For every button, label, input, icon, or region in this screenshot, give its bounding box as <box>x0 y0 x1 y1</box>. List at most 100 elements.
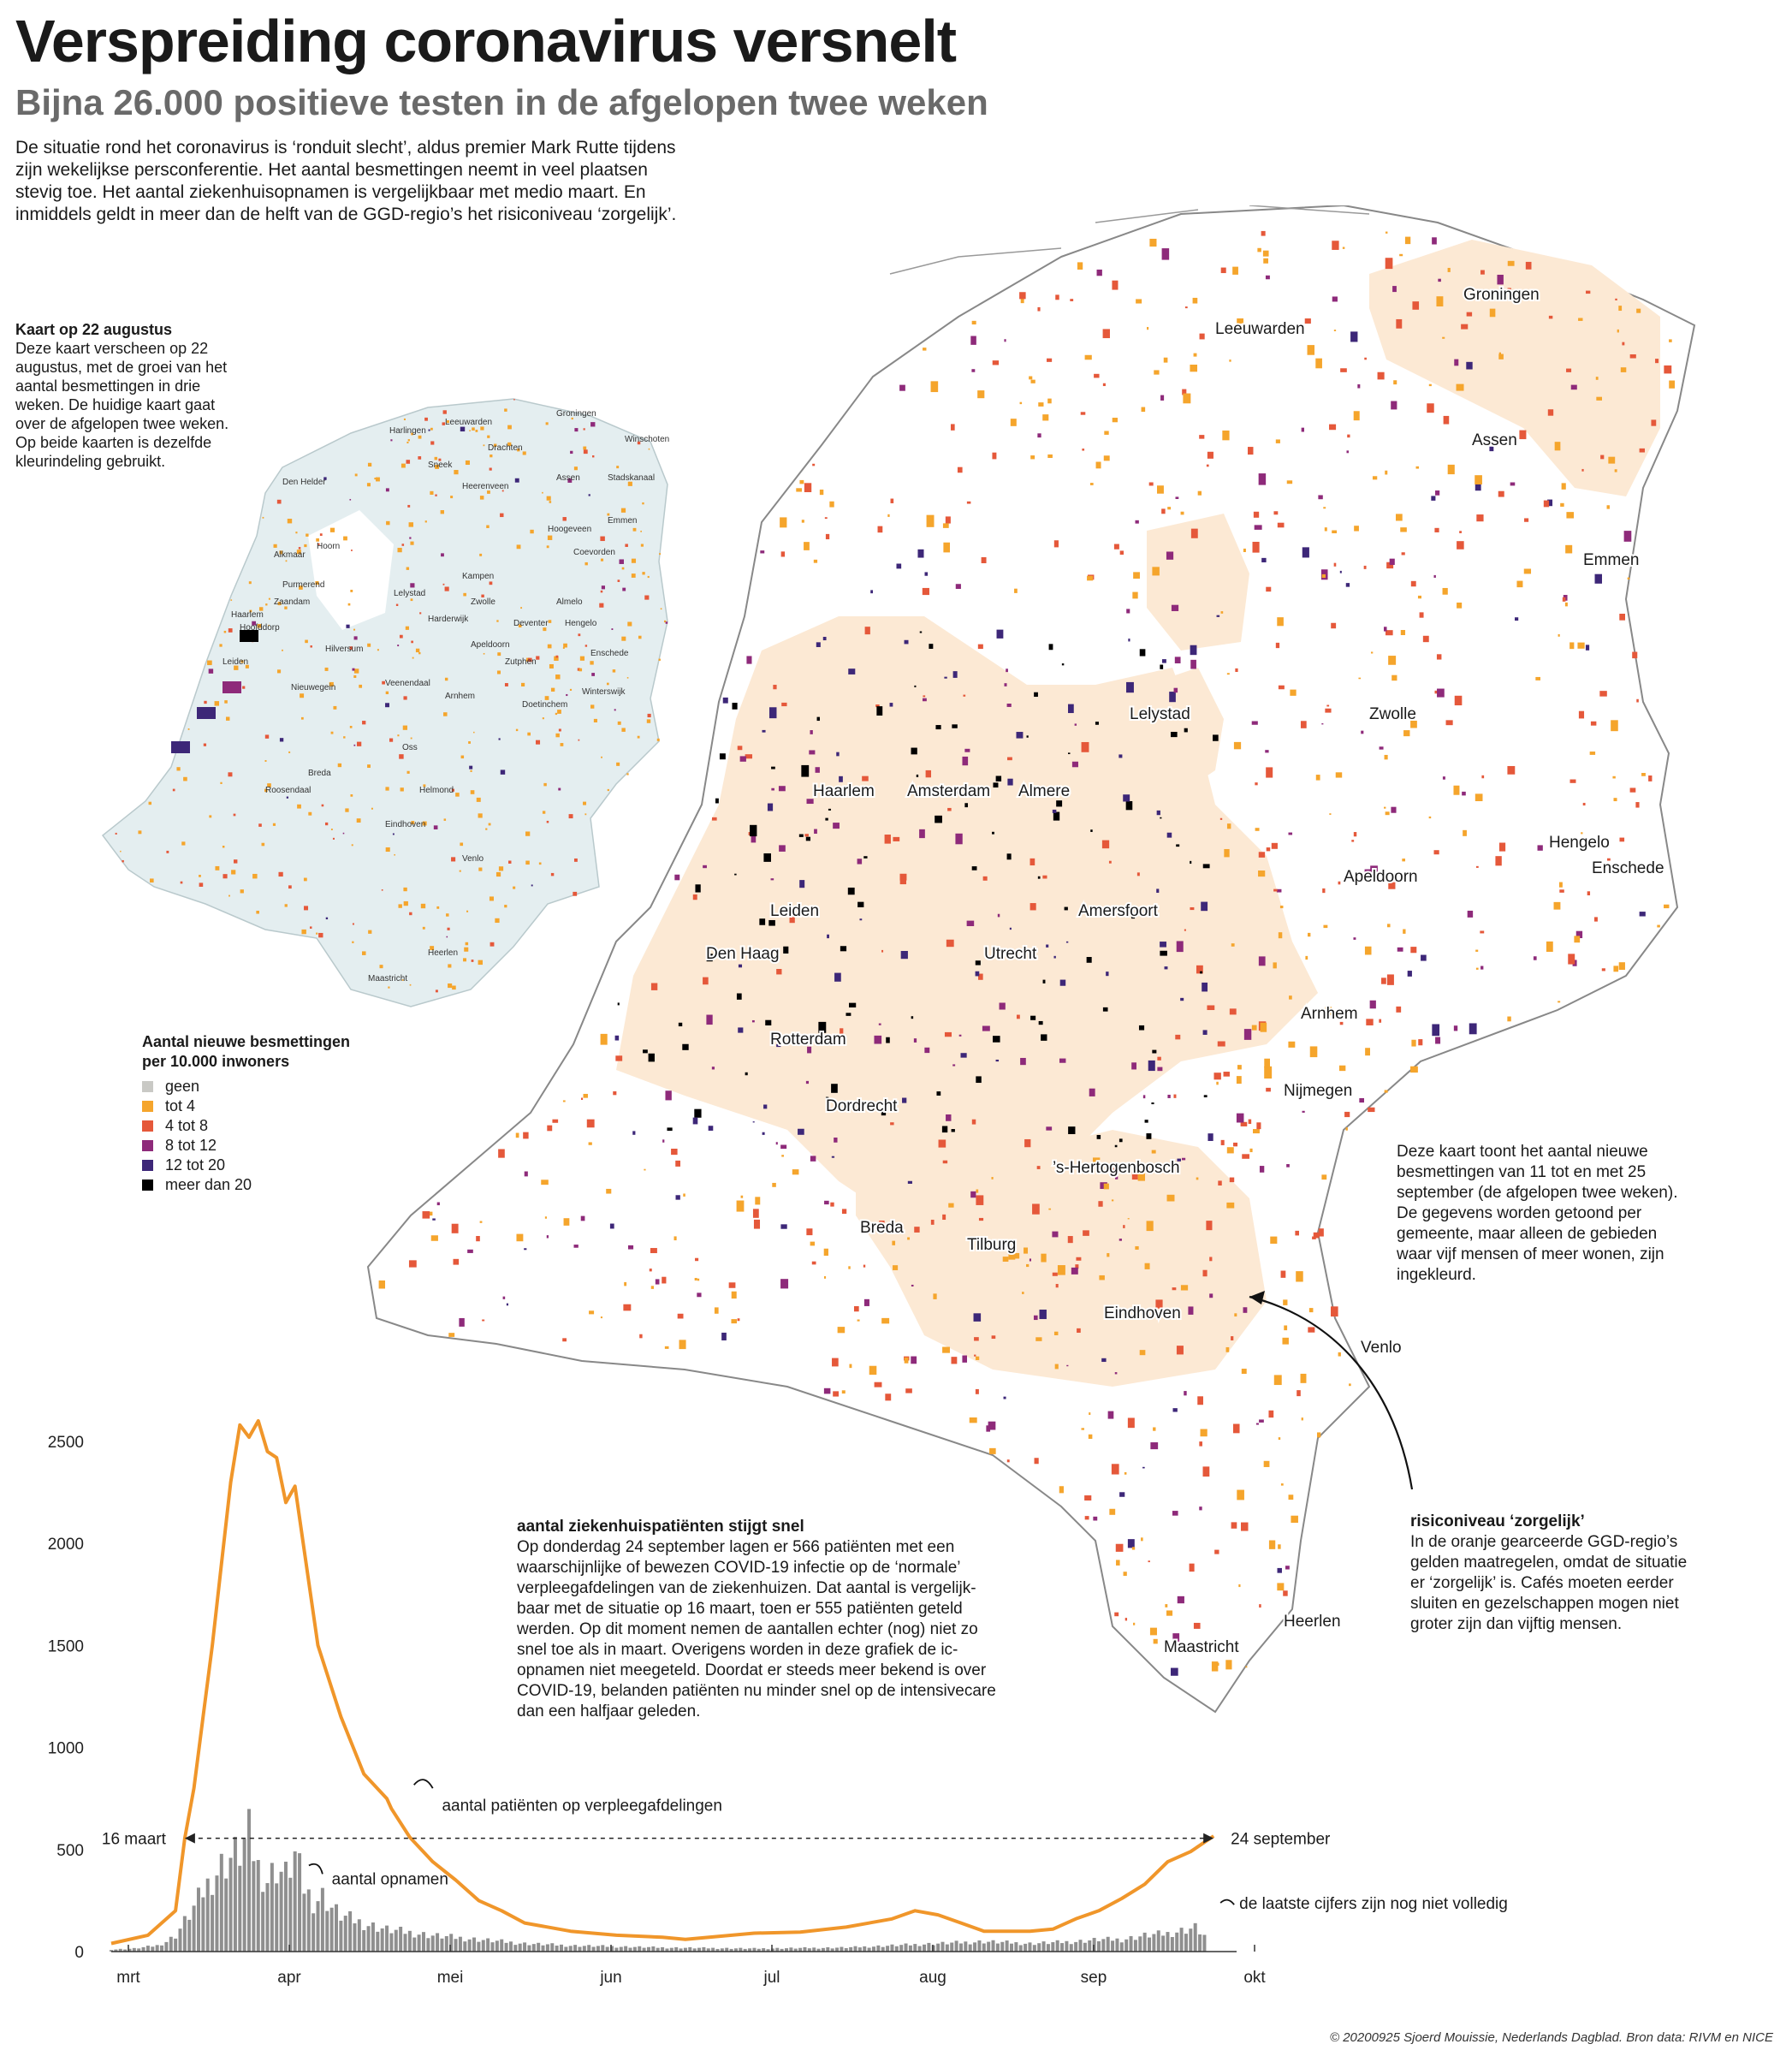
admission-bar <box>1051 1942 1055 1952</box>
municipality-dot <box>378 1280 386 1289</box>
inset-dot <box>583 428 585 431</box>
municipality-dot <box>957 466 963 473</box>
admission-bar <box>261 1892 265 1952</box>
municipality-dot <box>948 1203 954 1208</box>
municipality-dot <box>1418 1039 1423 1046</box>
inset-dot <box>517 449 520 452</box>
municipality-dot <box>1442 587 1448 595</box>
municipality-dot <box>1396 1006 1402 1013</box>
municipality-dot <box>1107 1411 1114 1419</box>
municipality-dot <box>1301 1417 1303 1421</box>
municipality-dot <box>864 789 870 794</box>
municipality-dot <box>1166 551 1174 560</box>
inset-dot <box>600 536 605 542</box>
municipality-dot <box>869 1365 877 1376</box>
admission-bar <box>362 1929 366 1952</box>
municipality-dot <box>1253 1129 1260 1134</box>
inset-dot <box>632 527 637 532</box>
inset-dot <box>252 873 258 879</box>
admission-bar <box>674 1946 679 1952</box>
inset-dot <box>607 788 609 792</box>
municipality-dot <box>746 656 752 664</box>
inset-dot <box>513 399 515 401</box>
inset-dot <box>279 550 283 555</box>
municipality-dot <box>1410 580 1416 587</box>
municipality-dot <box>913 1038 917 1043</box>
municipality-dot <box>993 1036 1000 1043</box>
municipality-dot <box>1148 1060 1155 1072</box>
admission-bar <box>857 1947 862 1952</box>
municipality-dot <box>1346 450 1350 454</box>
municipality-dot <box>1237 1065 1242 1070</box>
x-tick-label: mei <box>437 1969 464 1987</box>
admission-bar <box>688 1946 692 1952</box>
municipality-dot <box>1266 586 1272 592</box>
municipality-dot <box>1365 1048 1370 1056</box>
inset-dot <box>323 477 327 480</box>
municipality-dot <box>1233 741 1242 750</box>
municipality-dot <box>428 1211 433 1216</box>
admission-bar <box>123 1949 128 1952</box>
admission-bar <box>991 1940 995 1952</box>
admission-bar <box>523 1942 527 1952</box>
inset-dot <box>353 628 356 631</box>
municipality-dot <box>805 1080 810 1084</box>
municipality-dot <box>1345 583 1350 587</box>
municipality-dot <box>1232 1423 1240 1434</box>
municipality-dot <box>1278 932 1283 939</box>
municipality-dot <box>1516 580 1523 588</box>
municipality-dot <box>776 1043 781 1048</box>
admission-bar <box>1041 1941 1046 1952</box>
municipality-dot <box>922 698 927 702</box>
inset-city-label: Zaandam <box>274 597 310 607</box>
admission-bar <box>1142 1932 1147 1952</box>
admission-bar <box>886 1946 890 1952</box>
municipality-dot <box>1410 721 1417 728</box>
municipality-dot <box>1410 1066 1418 1073</box>
inset-dot <box>267 783 271 787</box>
municipality-dot <box>1265 750 1269 753</box>
admission-bar <box>743 1948 747 1952</box>
city-label: Dordrecht <box>826 1097 898 1115</box>
municipality-dot <box>1364 869 1372 876</box>
municipality-dot <box>1047 358 1053 362</box>
inset-dot <box>233 813 236 817</box>
municipality-dot <box>877 526 883 533</box>
admission-bar <box>1060 1943 1065 1952</box>
municipality-dot <box>715 798 719 804</box>
municipality-dot <box>1171 604 1179 611</box>
municipality-dot <box>1200 1429 1208 1437</box>
municipality-dot <box>831 1156 835 1158</box>
municipality-dot <box>857 901 864 907</box>
inset-city-label: Harlingen <box>389 426 426 436</box>
inset-dot <box>448 964 452 968</box>
city-label: Haarlem <box>813 782 875 800</box>
page-title: Verspreiding coronavirus versnelt <box>15 8 957 74</box>
municipality-dot <box>831 1084 838 1093</box>
admission-bar <box>1028 1942 1032 1952</box>
municipality-dot <box>1386 974 1394 985</box>
municipality-dot <box>1290 689 1297 696</box>
inset-dot <box>362 721 366 725</box>
inset-dot <box>209 815 212 818</box>
municipality-dot <box>679 1340 686 1350</box>
inset-city-label: Hoofddorp <box>240 623 280 633</box>
municipality-dot <box>1255 782 1258 786</box>
municipality-dot <box>655 1279 660 1285</box>
inset-city-label: Enschede <box>590 649 629 658</box>
inset-dot <box>385 787 389 791</box>
municipality-dot <box>1046 1126 1053 1131</box>
municipality-dot <box>1635 802 1640 808</box>
municipality-dot <box>1475 967 1479 970</box>
inset-dot <box>352 941 354 943</box>
inset-dot <box>514 478 519 483</box>
municipality-dot <box>1197 1396 1203 1405</box>
inset-dot <box>527 732 531 736</box>
admission-bar <box>256 1860 260 1952</box>
admission-bar <box>798 1947 803 1952</box>
municipality-dot <box>924 1047 930 1054</box>
inset-dot <box>422 821 427 826</box>
municipality-dot <box>1190 645 1197 656</box>
municipality-dot <box>1146 1133 1152 1139</box>
